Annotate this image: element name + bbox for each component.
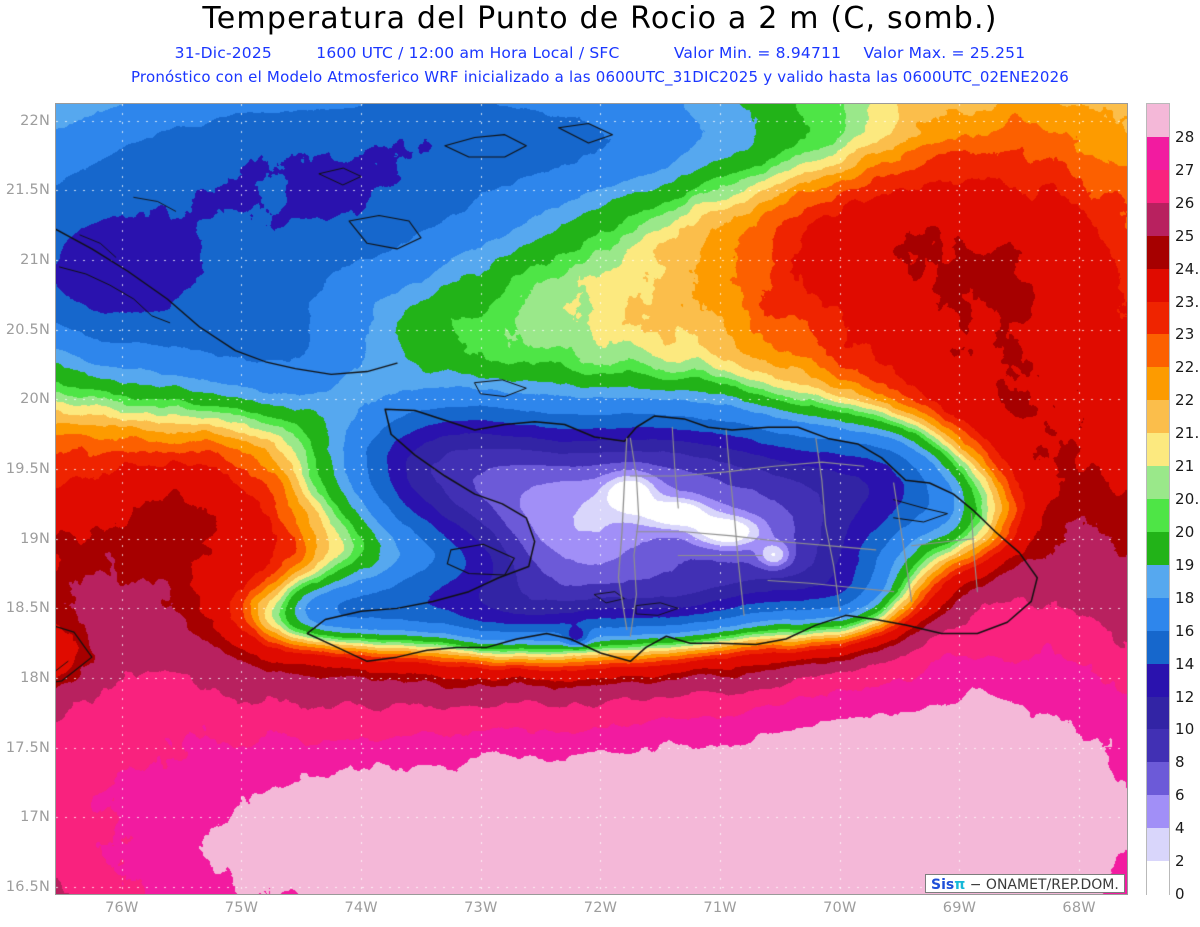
colorbar-tick-label: 20.5 [1175,490,1200,508]
x-tick-label: 70W [823,900,857,916]
colorbar-band [1147,268,1169,303]
forecast-time: 1600 UTC / 12:00 am Hora Local / SFC [316,44,620,62]
forecast-date: 31-Dic-2025 [174,44,272,62]
colorbar-band [1147,301,1169,336]
colorbar-tick-label: 24.5 [1175,259,1200,278]
colorbar-tick-label: 19 [1175,555,1195,574]
colorbar-band [1147,762,1169,796]
colorbar-tick-label: 27 [1175,160,1195,179]
x-tick-label: 73W [464,900,498,916]
colorbar-band [1147,828,1169,862]
header: Temperatura del Punto de Rocio a 2 m (C,… [0,0,1200,95]
colorbar-tick-label: 22 [1175,391,1195,410]
colorbar-tick-label: 16 [1175,621,1195,640]
colorbar-band [1147,696,1169,731]
y-tick-label: 17.5N [5,739,50,756]
logo-org-text: − ONAMET/REP.DOM. [969,877,1119,893]
colorbar-band [1147,795,1169,829]
y-tick-label: 19.5N [5,461,50,478]
y-tick-label: 19N [20,530,50,547]
colorbar-tick-label: 21.5 [1175,424,1200,443]
logo-sis-text: Sis [931,877,955,893]
colorbar-tick-label: 2 [1175,852,1185,871]
colorbar-tick-label: 22.5 [1175,358,1200,377]
y-tick-label: 22N [20,112,50,129]
colorbar-tick-label: 14 [1175,654,1195,673]
colorbar-tick-label: 25 [1175,226,1195,245]
x-tick-label: 72W [583,900,618,916]
colorbar-band [1147,499,1169,533]
dewpoint-shaded-field [56,104,1127,894]
x-tick-label: 68W [1062,900,1096,916]
subtitle-row-1: 31-Dic-2025 1600 UTC / 12:00 am Hora Loc… [0,44,1200,62]
colorbar-band [1147,334,1169,368]
y-tick-label: 17N [20,809,50,826]
logo-pi-icon: π [954,877,966,893]
colorbar-band [1147,104,1169,138]
colorbar-band [1147,235,1169,270]
y-tick-label: 21.5N [5,182,50,199]
colorbar-tick-label: 6 [1175,786,1185,805]
onamet-logo: Sisπ − ONAMET/REP.DOM. [925,874,1125,893]
colorbar-band [1147,564,1169,599]
x-tick-label: 75W [224,900,259,916]
value-max: Valor Max. = 25.251 [863,44,1026,62]
colorbar-band [1147,729,1169,763]
colorbar-band [1147,400,1169,434]
colorbar-tick-label: 18 [1175,588,1195,607]
x-tick-label: 69W [942,900,977,916]
colorbar-tick-label: 8 [1175,753,1185,772]
y-tick-label: 20.5N [5,321,50,338]
colorbar-band [1147,466,1169,500]
colorbar[interactable] [1146,103,1170,895]
forecast-note: Pronóstico con el Modelo Atmosferico WRF… [130,68,1070,86]
x-tick-label: 74W [344,900,378,916]
colorbar-band [1147,663,1169,698]
colorbar-band [1147,202,1169,237]
colorbar-band [1147,169,1169,204]
colorbar-band [1147,630,1169,665]
y-tick-label: 18.5N [5,600,50,617]
map-plot-area[interactable] [55,103,1128,895]
x-tick-label: 71W [703,900,737,916]
colorbar-band [1147,597,1169,632]
colorbar-tick-label: 0 [1175,885,1185,903]
x-tick-label: 76W [105,900,139,916]
y-tick-label: 18N [20,670,50,687]
colorbar-tick-label: 20 [1175,522,1195,541]
colorbar-band [1147,861,1169,895]
colorbar-band [1147,433,1169,467]
value-min: Valor Min. = 8.94711 [673,44,842,62]
colorbar-tick-label: 10 [1175,720,1195,739]
colorbar-tick-label: 21 [1175,457,1195,476]
colorbar-band [1147,136,1169,171]
y-tick-label: 21N [20,252,50,269]
colorbar-tick-label: 26 [1175,193,1195,212]
y-tick-label: 20N [20,391,50,408]
colorbar-tick-label: 23 [1175,325,1195,344]
colorbar-band [1147,367,1169,401]
colorbar-band [1147,531,1169,566]
colorbar-tick-label: 12 [1175,687,1195,706]
page-title: Temperatura del Punto de Rocio a 2 m (C,… [202,1,998,36]
y-tick-label: 16.5N [5,879,50,896]
colorbar-tick-label: 4 [1175,819,1185,838]
colorbar-tick-label: 23.5 [1175,292,1200,311]
colorbar-tick-label: 28 [1175,127,1195,146]
